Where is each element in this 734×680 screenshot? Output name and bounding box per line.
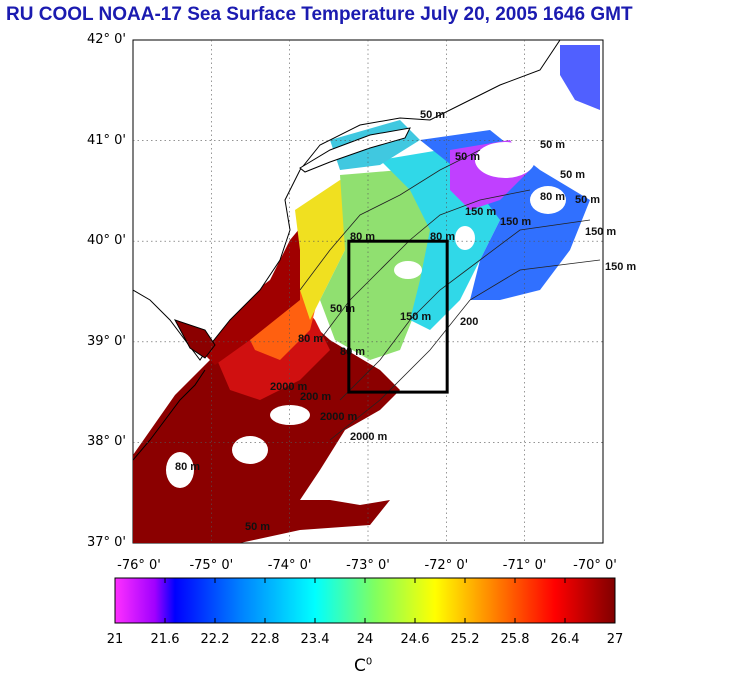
coastline-south [133, 369, 206, 461]
sst-ne-patch [560, 45, 600, 110]
isobath-label: 2000 m [320, 411, 358, 423]
longitude-label: -76° 0' [117, 558, 161, 573]
isobath-label: 2000 m [270, 381, 308, 393]
colorbar-tick-label: 24.6 [400, 632, 430, 647]
colorbar-ticks [114, 578, 616, 623]
colorbar-tick-label: 23.4 [300, 632, 330, 647]
isobath-2000m [329, 259, 601, 441]
isobath-label: 150 m [465, 206, 496, 218]
cloud-gap [166, 452, 194, 488]
colorbar-tick-label: 21 [106, 632, 124, 647]
isobath-label: 80 m [298, 333, 323, 345]
isobath-label: 50 m [330, 303, 355, 315]
study-box [347, 239, 449, 394]
cloud-gap [530, 186, 566, 214]
isobath-label: 50 m [575, 194, 600, 206]
isobath-label: 150 m [585, 226, 616, 238]
latitude-label: 41° 0' [86, 132, 126, 148]
latitude-label: 37° 0' [86, 535, 126, 550]
isobath-label: 200 m [300, 391, 331, 403]
colorbar-unit: C0 [354, 656, 373, 676]
colorbar-tick-label: 22.8 [250, 632, 280, 647]
colorbar-tick-label: 25.2 [450, 632, 480, 647]
cloud-gap [270, 405, 310, 425]
long-island [299, 127, 411, 173]
colorbar-tick-label: 26.4 [550, 632, 580, 647]
isobath-label: 150 m [400, 311, 431, 323]
longitude-label: -75° 0' [189, 558, 234, 573]
longitude-label: -73° 0' [346, 558, 390, 573]
isobath-labels: 50 m 50 m 50 m 50 m 50 m 50 m 80 m 80 m 80 m 80 m… [175, 109, 636, 533]
latitude-label: 39° 0' [86, 333, 126, 349]
longitude-label: -74° 0' [267, 558, 312, 573]
colorbar-tick-label: 25.8 [500, 632, 530, 647]
latitude-label: 38° 0' [86, 434, 126, 450]
colorbar-tick-label: 24 [356, 632, 374, 647]
isobath-label: 80 m [340, 346, 365, 358]
cloud-gap [232, 436, 268, 464]
colorbar-tick-label: 22.2 [200, 632, 230, 647]
isobath-label: 50 m [560, 169, 585, 181]
map-title: RU COOL NOAA-17 Sea Surface Temperature … [6, 4, 633, 25]
colorbar-tick-label: 27 [606, 632, 624, 647]
land-mass [133, 40, 561, 361]
isobath-label: 50 m [245, 521, 270, 533]
isobath-label: 50 m [420, 109, 445, 121]
longitude-label: -71° 0' [502, 558, 547, 573]
isobath-label: 80 m [175, 461, 200, 473]
isobath-50m [299, 149, 481, 291]
longitude-label: -70° 0' [573, 558, 617, 573]
colorbar-tick-label: 21.6 [150, 632, 180, 647]
isobath-label: 50 m [455, 151, 480, 163]
colorbar [114, 577, 616, 624]
sst-warm-region [133, 300, 400, 543]
isobath-label: 200 [460, 316, 478, 328]
isobath-label: 150 m [605, 261, 636, 273]
latitude-label: 42° 0' [86, 32, 126, 47]
cloud-gap [475, 142, 535, 178]
isobath-label: 80 m [540, 191, 565, 203]
isobath-label: 2000 m [350, 431, 388, 443]
isobath-label: 150 m [500, 216, 531, 228]
longitude-label: -72° 0' [424, 558, 469, 573]
isobath-150m [339, 219, 591, 401]
delaware-bay [173, 319, 216, 359]
cloud-gap [394, 261, 422, 279]
cloud-gap [455, 226, 475, 250]
latitude-label: 40° 0' [86, 233, 126, 249]
isobath-label: 50 m [540, 139, 565, 151]
